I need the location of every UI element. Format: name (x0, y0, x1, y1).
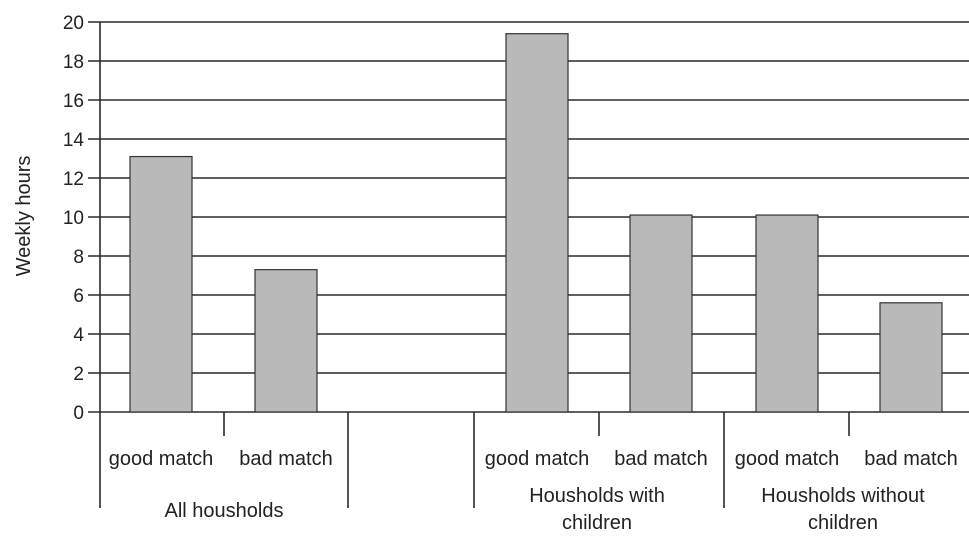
group-label: Housholds with (529, 485, 665, 507)
category-label: good match (109, 448, 214, 470)
bar-1-bad-match (254, 269, 318, 413)
group-label: children (808, 512, 878, 534)
y-tick-label: 4 (73, 325, 84, 346)
y-tick-label: 18 (63, 52, 84, 73)
y-tick-label: 0 (73, 403, 84, 424)
bar-2-bad-match (629, 214, 693, 413)
group-label: All housholds (165, 500, 284, 522)
y-tick-label: 2 (73, 364, 84, 385)
y-tick-label: 8 (73, 247, 84, 268)
group-label: Housholds without (761, 485, 925, 507)
y-tick-label: 16 (63, 91, 84, 112)
bar-3-good-match (755, 214, 819, 413)
category-label: bad match (239, 448, 332, 470)
bar-2-good-match (505, 33, 569, 413)
y-tick-label: 20 (63, 13, 84, 34)
y-tick-label: 10 (63, 208, 84, 229)
y-axis-label: Weekly hours (13, 156, 35, 277)
y-tick-label: 12 (63, 169, 84, 190)
category-label: good match (485, 448, 590, 470)
category-label: bad match (614, 448, 707, 470)
axes (99, 22, 850, 508)
labels: 0 2 4 6 8 10 12 14 16 18 20 good match bad match All … (63, 13, 958, 534)
category-label: good match (735, 448, 840, 470)
bar-3-bad-match (879, 302, 943, 413)
y-tick-label: 14 (63, 130, 85, 151)
bar-1-good-match (129, 155, 193, 413)
y-tick-label: 6 (73, 286, 84, 307)
category-label: bad match (864, 448, 957, 470)
group-label: children (562, 512, 632, 534)
bars (129, 33, 943, 413)
